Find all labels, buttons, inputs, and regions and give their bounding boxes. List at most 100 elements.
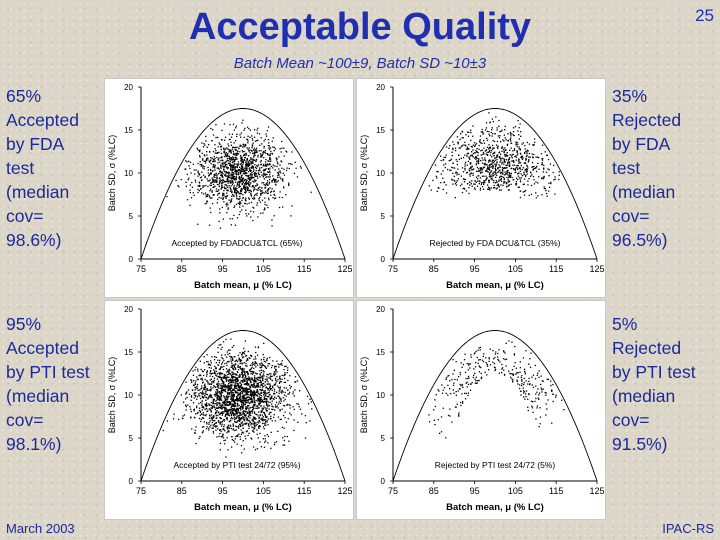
scatter-point xyxy=(201,426,204,428)
x-tick-label: 75 xyxy=(136,264,146,274)
scatter-point xyxy=(180,394,182,396)
scatter-point xyxy=(188,165,190,167)
scatter-point xyxy=(254,418,256,420)
scatter-point xyxy=(198,402,200,405)
scatter-point xyxy=(205,399,207,401)
scatter-point xyxy=(236,378,238,380)
scatter-point xyxy=(253,358,255,360)
scatter-point xyxy=(515,177,518,179)
scatter-point xyxy=(205,405,207,407)
scatter-point xyxy=(519,387,521,390)
scatter-point xyxy=(484,181,486,183)
scatter-point xyxy=(554,178,556,180)
scatter-point xyxy=(513,365,515,367)
scatter-point xyxy=(264,366,266,368)
scatter-point xyxy=(535,393,537,395)
scatter-point xyxy=(242,379,245,381)
scatter-point xyxy=(226,351,228,353)
scatter-point xyxy=(271,364,273,367)
scatter-point xyxy=(527,167,529,169)
scatter-point xyxy=(237,183,239,185)
scatter-point xyxy=(260,397,262,399)
scatter-point xyxy=(260,391,262,394)
scatter-point xyxy=(239,366,241,368)
scatter-point xyxy=(517,168,519,170)
scatter-point xyxy=(220,398,222,400)
scatter-point xyxy=(218,344,220,346)
scatter-point xyxy=(240,425,242,428)
scatter-point xyxy=(233,129,235,131)
scatter-point xyxy=(513,161,515,163)
scatter-point xyxy=(259,370,261,372)
scatter-point xyxy=(269,163,271,165)
scatter-point xyxy=(279,381,281,383)
scatter-point xyxy=(218,361,220,364)
scatter-point xyxy=(234,405,237,407)
scatter-point xyxy=(244,376,246,379)
x-tick-label: 85 xyxy=(429,264,439,274)
scatter-point xyxy=(226,371,228,373)
scatter-point xyxy=(262,191,264,193)
scatter-point xyxy=(256,373,258,375)
scatter-point xyxy=(262,377,264,379)
scatter-point xyxy=(299,390,301,392)
scatter-point xyxy=(212,400,214,402)
scatter-point xyxy=(545,189,547,192)
scatter-point xyxy=(532,144,534,146)
scatter-point xyxy=(236,133,238,135)
scatter-point xyxy=(243,136,245,139)
scatter-point xyxy=(197,175,199,177)
scatter-point xyxy=(256,184,259,186)
scatter-point xyxy=(492,121,494,123)
scatter-point xyxy=(232,428,235,430)
scatter-point xyxy=(243,448,245,450)
scatter-point xyxy=(218,376,220,379)
scatter-point xyxy=(222,412,224,415)
scatter-point xyxy=(491,144,494,147)
scatter-point xyxy=(209,404,211,406)
scatter-point xyxy=(224,377,226,379)
scatter-point xyxy=(232,166,235,168)
scatter-point xyxy=(250,390,252,392)
scatter-point xyxy=(503,154,506,156)
scatter-point xyxy=(245,383,247,386)
scatter-point xyxy=(262,416,264,418)
scatter-point xyxy=(268,377,270,379)
scatter-point xyxy=(525,175,527,177)
scatter-point xyxy=(261,419,264,421)
scatter-point xyxy=(242,440,244,442)
scatter-point xyxy=(219,421,221,423)
scatter-point xyxy=(244,415,246,417)
scatter-point xyxy=(250,397,252,399)
scatter-point xyxy=(230,396,232,398)
scatter-point xyxy=(235,412,237,414)
scatter-point xyxy=(193,169,195,171)
scatter-point xyxy=(250,422,253,425)
scatter-point xyxy=(485,175,487,177)
scatter-point xyxy=(260,160,262,162)
scatter-point xyxy=(216,183,219,186)
scatter-point xyxy=(236,154,238,156)
scatter-point xyxy=(189,167,191,169)
scatter-point xyxy=(533,153,535,156)
scatter-point xyxy=(215,136,217,139)
scatter-point xyxy=(249,364,252,366)
scatter-point xyxy=(234,441,236,443)
scatter-point xyxy=(231,161,234,164)
scatter-point xyxy=(258,199,260,201)
scatter-point xyxy=(257,347,260,349)
scatter-point xyxy=(245,383,247,385)
scatter-point xyxy=(209,161,211,163)
scatter-point xyxy=(221,366,223,368)
scatter-point xyxy=(243,184,245,186)
scatter-point xyxy=(232,409,234,411)
scatter-point xyxy=(492,361,494,363)
scatter-point xyxy=(275,365,277,368)
scatter-point xyxy=(239,405,242,408)
scatter-point xyxy=(442,177,444,179)
scatter-point xyxy=(254,449,257,451)
scatter-point xyxy=(240,424,242,426)
scatter-point xyxy=(235,373,237,376)
scatter-point xyxy=(492,173,494,175)
scatter-point xyxy=(244,127,246,130)
